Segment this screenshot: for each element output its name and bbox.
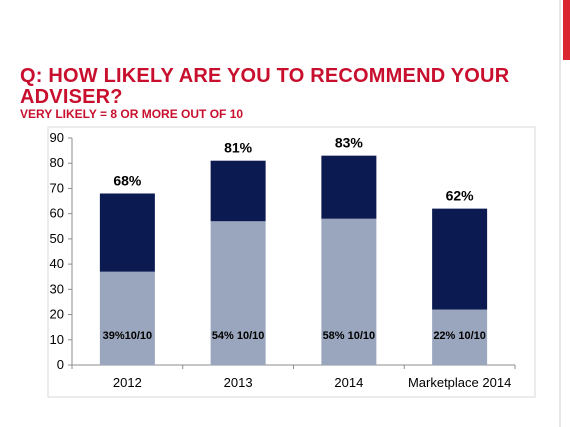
slide-title: Q: How likely are you to recommend your … xyxy=(20,65,510,108)
y-tick-label: 80 xyxy=(50,155,64,170)
bar-segment-lower xyxy=(99,271,155,365)
y-tick-label: 40 xyxy=(50,256,64,271)
y-tick-label: 10 xyxy=(50,332,64,347)
chart-frame xyxy=(47,126,536,398)
bar-segment-upper xyxy=(321,155,377,219)
bar-segment-upper xyxy=(99,193,155,272)
y-tick-label: 90 xyxy=(50,130,64,145)
accent-bar xyxy=(559,0,570,427)
x-category-label: 2014 xyxy=(334,375,363,390)
y-tick-label: 50 xyxy=(50,231,64,246)
bar-segment-lower xyxy=(432,309,488,365)
x-category-label: 2012 xyxy=(113,375,142,390)
inner-data-label: 39%10/10 xyxy=(103,330,153,342)
slide-subtitle: Very likely = 8 or more out of 10 xyxy=(20,107,244,121)
y-tick-label: 70 xyxy=(50,180,64,195)
plot-area: 0 10 20 30 40 50 60 70 80 90 68% 39%10/10 2012 81% 54%… xyxy=(50,130,516,390)
y-tick-label: 30 xyxy=(50,281,64,296)
bar-segment-lower xyxy=(210,221,266,365)
total-data-label: 62% xyxy=(446,188,475,204)
y-tick-label: 20 xyxy=(50,307,64,322)
bar-segment-upper xyxy=(432,208,488,310)
total-data-label: 81% xyxy=(224,140,253,156)
x-category-label: Marketplace 2014 xyxy=(408,375,511,390)
bar-segment-lower xyxy=(321,218,377,365)
bar-segment-upper xyxy=(210,160,266,222)
inner-data-label: 22% 10/10 xyxy=(433,330,486,342)
inner-data-label: 54% 10/10 xyxy=(212,330,265,342)
x-category-label: 2013 xyxy=(224,375,253,390)
total-data-label: 68% xyxy=(113,172,142,188)
y-tick-label: 60 xyxy=(50,206,64,221)
inner-data-label: 58% 10/10 xyxy=(323,330,376,342)
y-tick-label: 0 xyxy=(57,357,64,372)
total-data-label: 83% xyxy=(335,135,364,151)
